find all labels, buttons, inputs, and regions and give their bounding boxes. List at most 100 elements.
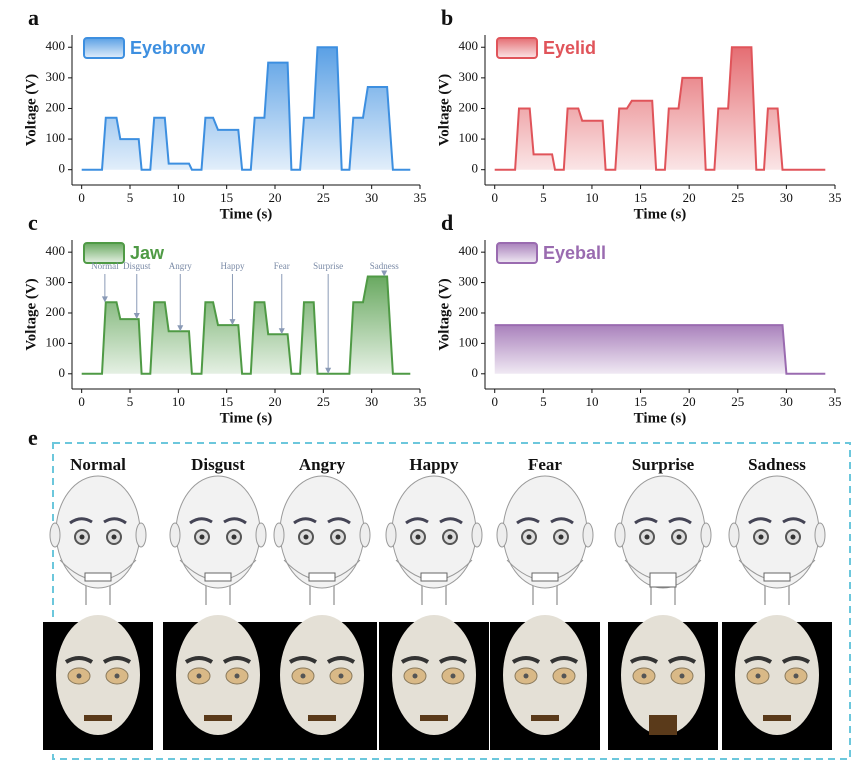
photo-pupil: [234, 673, 240, 679]
head: [620, 475, 706, 589]
photo-head: [392, 615, 476, 735]
x-tick-label: 30: [365, 394, 378, 409]
brow: [550, 517, 574, 525]
panel-label: e: [28, 425, 38, 450]
ear: [273, 522, 285, 548]
ear: [385, 522, 397, 548]
pupil: [447, 534, 453, 540]
brow: [189, 517, 213, 525]
x-tick-label: 0: [78, 190, 85, 205]
pupil: [231, 534, 237, 540]
pupil: [335, 534, 341, 540]
x-tick-label: 30: [365, 190, 378, 205]
photo-pupil: [793, 673, 799, 679]
photo-brow: [400, 656, 430, 664]
area: [494, 325, 826, 374]
head: [734, 475, 820, 589]
legend-label: Eyeball: [543, 243, 606, 263]
ear: [255, 522, 267, 548]
x-tick-label: 35: [414, 394, 427, 409]
brow: [223, 517, 247, 525]
y-axis-title: Voltage (V): [436, 74, 452, 146]
photo-pupil: [755, 673, 761, 679]
y-tick-label: 0: [59, 365, 66, 380]
ear: [49, 522, 61, 548]
photo-brow: [222, 656, 252, 664]
ear: [728, 522, 740, 548]
legend-swatch: [496, 37, 538, 59]
brow: [516, 517, 540, 525]
arrow-head: [101, 296, 108, 303]
x-tick-label: 5: [540, 190, 547, 205]
photo-pupil: [523, 673, 529, 679]
photo-pupil: [300, 673, 306, 679]
photo-pupil: [450, 673, 456, 679]
photo-mouth: [763, 715, 791, 721]
y-tick-label: 200: [46, 99, 66, 114]
brow: [748, 517, 772, 525]
annotation: Disgust: [123, 261, 151, 271]
brow: [439, 517, 463, 525]
arrow-head: [325, 367, 332, 374]
pupil: [526, 534, 532, 540]
photo-brow: [781, 656, 811, 664]
x-tick-label: 5: [127, 394, 134, 409]
x-tick-label: 30: [780, 190, 793, 205]
ear: [700, 522, 712, 548]
panel-label: b: [441, 5, 453, 30]
y-axis-title: Voltage (V): [436, 278, 452, 350]
x-tick-label: 10: [585, 190, 598, 205]
x-tick-label: 15: [220, 394, 233, 409]
annotation: Happy: [220, 261, 244, 271]
photo-brow: [184, 656, 214, 664]
photo-pupil: [196, 673, 202, 679]
pupil: [558, 534, 564, 540]
annotation: Angry: [169, 261, 192, 271]
head: [279, 475, 365, 589]
x-tick-label: 30: [780, 394, 793, 409]
pupil: [790, 534, 796, 540]
mouth: [204, 572, 232, 582]
ear: [614, 522, 626, 548]
line: [494, 324, 826, 375]
expression-label: Sadness: [748, 455, 806, 474]
head: [391, 475, 477, 589]
x-tick-label: 20: [683, 190, 696, 205]
mouth: [649, 572, 677, 588]
pupil: [644, 534, 650, 540]
photo-brow: [667, 656, 697, 664]
brow: [293, 517, 317, 525]
ear: [496, 522, 508, 548]
legend-swatch: [496, 242, 538, 264]
mouth: [308, 572, 336, 582]
brow: [103, 517, 127, 525]
arrow-head: [381, 270, 388, 277]
x-tick-label: 10: [585, 394, 598, 409]
photo-brow: [288, 656, 318, 664]
photo-mouth: [420, 715, 448, 721]
annotation: Normal: [91, 261, 119, 271]
panel-label: d: [441, 210, 453, 235]
line: [81, 275, 411, 375]
panel-label: c: [28, 210, 38, 235]
photo-mouth: [308, 715, 336, 721]
x-tick-label: 15: [220, 190, 233, 205]
pupil: [199, 534, 205, 540]
y-tick-label: 400: [459, 243, 479, 258]
ear: [359, 522, 371, 548]
arrow-head: [177, 325, 184, 332]
pupil: [79, 534, 85, 540]
ear: [814, 522, 826, 548]
arrow-head: [278, 328, 285, 335]
y-tick-label: 0: [472, 161, 479, 176]
legend-label: Eyebrow: [130, 38, 206, 58]
photo-head: [621, 615, 705, 735]
photo-head: [280, 615, 364, 735]
pupil: [415, 534, 421, 540]
y-tick-label: 100: [46, 334, 66, 349]
arrow-head: [229, 319, 236, 326]
x-tick-label: 15: [634, 394, 647, 409]
photo-pupil: [412, 673, 418, 679]
